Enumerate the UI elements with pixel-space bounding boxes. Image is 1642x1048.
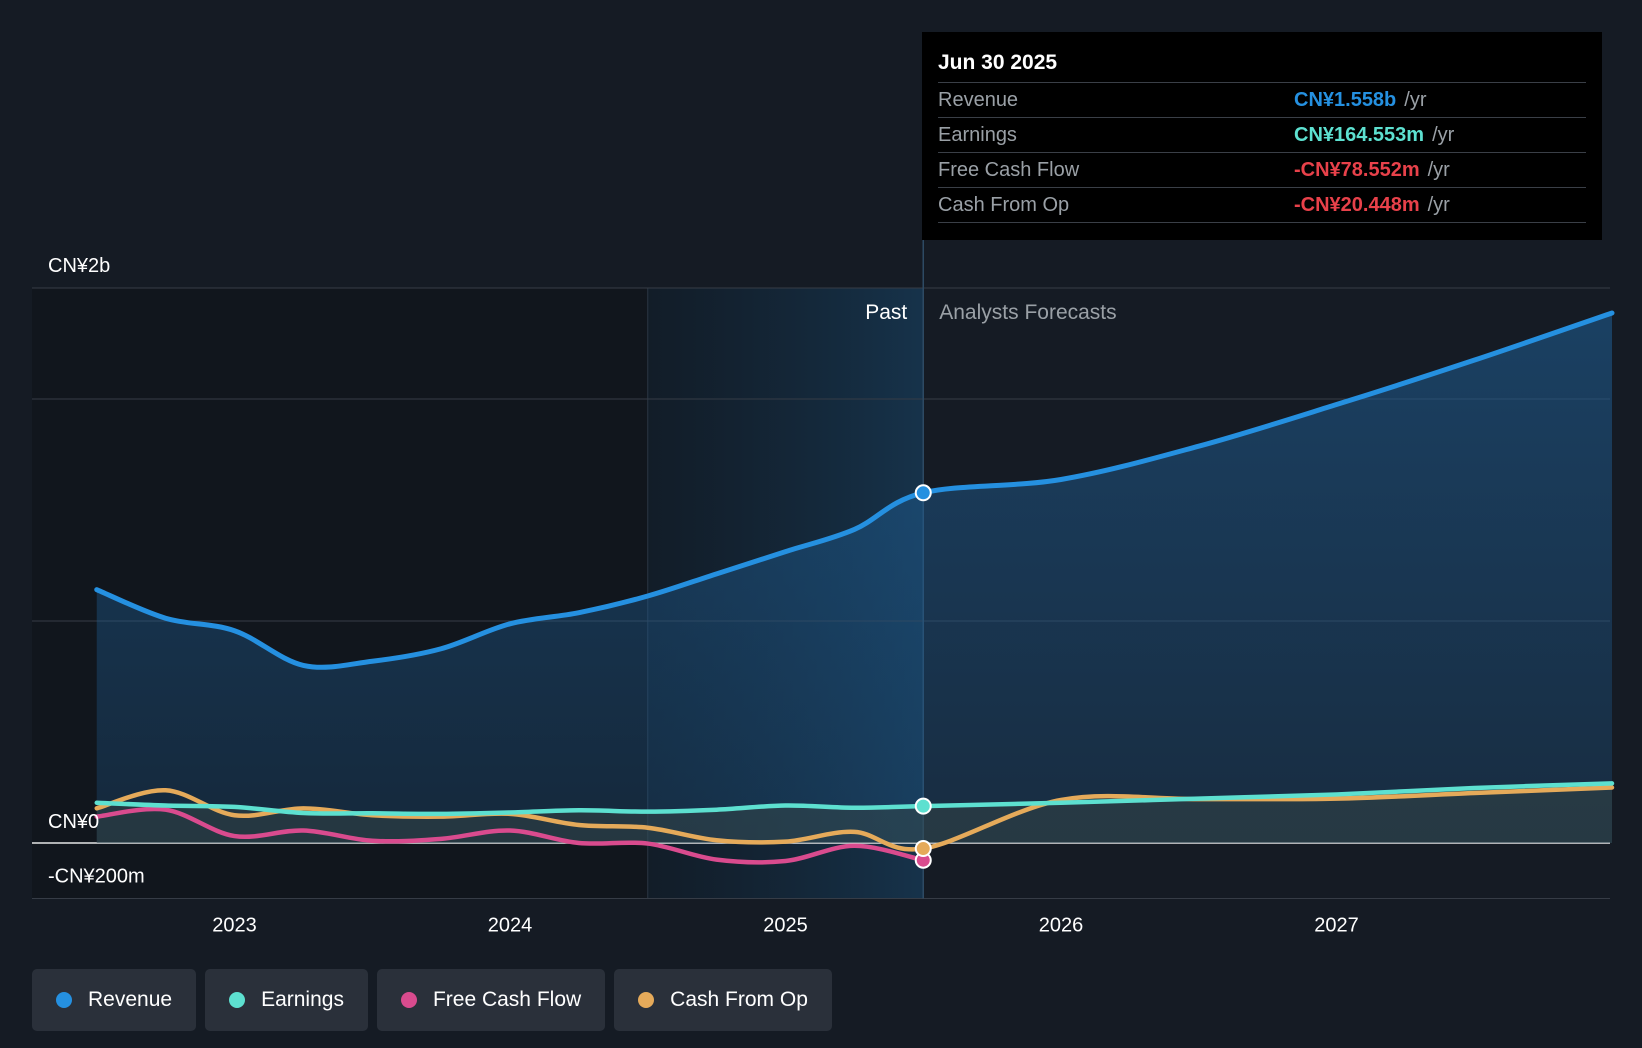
tooltip-row-free-cash-flow: Free Cash Flow -CN¥78.552m /yr [938,152,1586,187]
legend-label: Free Cash Flow [432,988,582,1011]
legend-label: Earnings [261,988,344,1011]
x-axis-tick-label: 2024 [488,915,533,937]
legend: Revenue Earnings Free Cash Flow Cash Fro… [32,969,832,1031]
tooltip-row-earnings: Earnings CN¥164.553m /yr [938,117,1586,152]
tooltip-unit: /yr [1432,123,1455,146]
x-axis-tick-label: 2027 [1314,915,1359,937]
tooltip-label: Earnings [938,123,1017,146]
x-axis-tick-label: 2026 [1039,915,1084,937]
revenue-area [96,312,1612,844]
legend-item-revenue[interactable]: Revenue [32,969,197,1031]
legend-item-free-cash-flow[interactable]: Free Cash Flow [376,969,606,1031]
tooltip-label: Revenue [938,88,1019,111]
tooltip-value: -CN¥20.448m [1294,193,1420,216]
tooltip-unit: /yr [1427,158,1450,181]
legend-dot-icon [400,992,417,1008]
y-axis-label: -CN¥200m [48,866,145,888]
tooltip-unit: /yr [1427,193,1450,216]
revenue-marker [914,484,932,502]
legend-item-cash-from-op[interactable]: Cash From Op [614,969,832,1031]
legend-label: Cash From Op [670,988,808,1011]
tooltip: Jun 30 2025 Revenue CN¥1.558b /yr Earnin… [922,32,1602,240]
free-cash-flow-line [94,806,926,865]
tooltip-label: Cash From Op [938,193,1070,216]
tooltip-row-cash-from-op: Cash From Op -CN¥20.448m /yr [938,187,1586,223]
legend-label: Revenue [88,988,173,1011]
tooltip-value: CN¥1.558b [1294,88,1397,111]
legend-dot-icon [229,992,246,1008]
cash-from-op-marker [914,840,932,858]
legend-item-earnings[interactable]: Earnings [205,969,368,1031]
tooltip-date: Jun 30 2025 [938,51,1058,74]
x-axis-tick-label: 2023 [212,915,257,937]
legend-dot-icon [56,992,72,1008]
legend-dot-icon [638,992,655,1008]
y-axis-label: CN¥0 [48,811,99,833]
past-label: Past [865,301,907,324]
cash-from-op-line [94,785,1615,852]
y-axis-label: CN¥2b [48,255,110,277]
earnings-marker [914,797,932,815]
revenue-line [94,310,1615,670]
forecast-label: Analysts Forecasts [939,301,1116,324]
tooltip-value: CN¥164.553m [1294,123,1425,146]
tooltip-row-revenue: Revenue CN¥1.558b /yr [938,82,1586,117]
tooltip-label: Free Cash Flow [938,158,1080,181]
earnings-line [94,781,1615,817]
tooltip-unit: /yr [1404,88,1427,111]
tooltip-value: -CN¥78.552m [1294,158,1420,181]
x-axis-tick-label: 2025 [763,915,808,937]
